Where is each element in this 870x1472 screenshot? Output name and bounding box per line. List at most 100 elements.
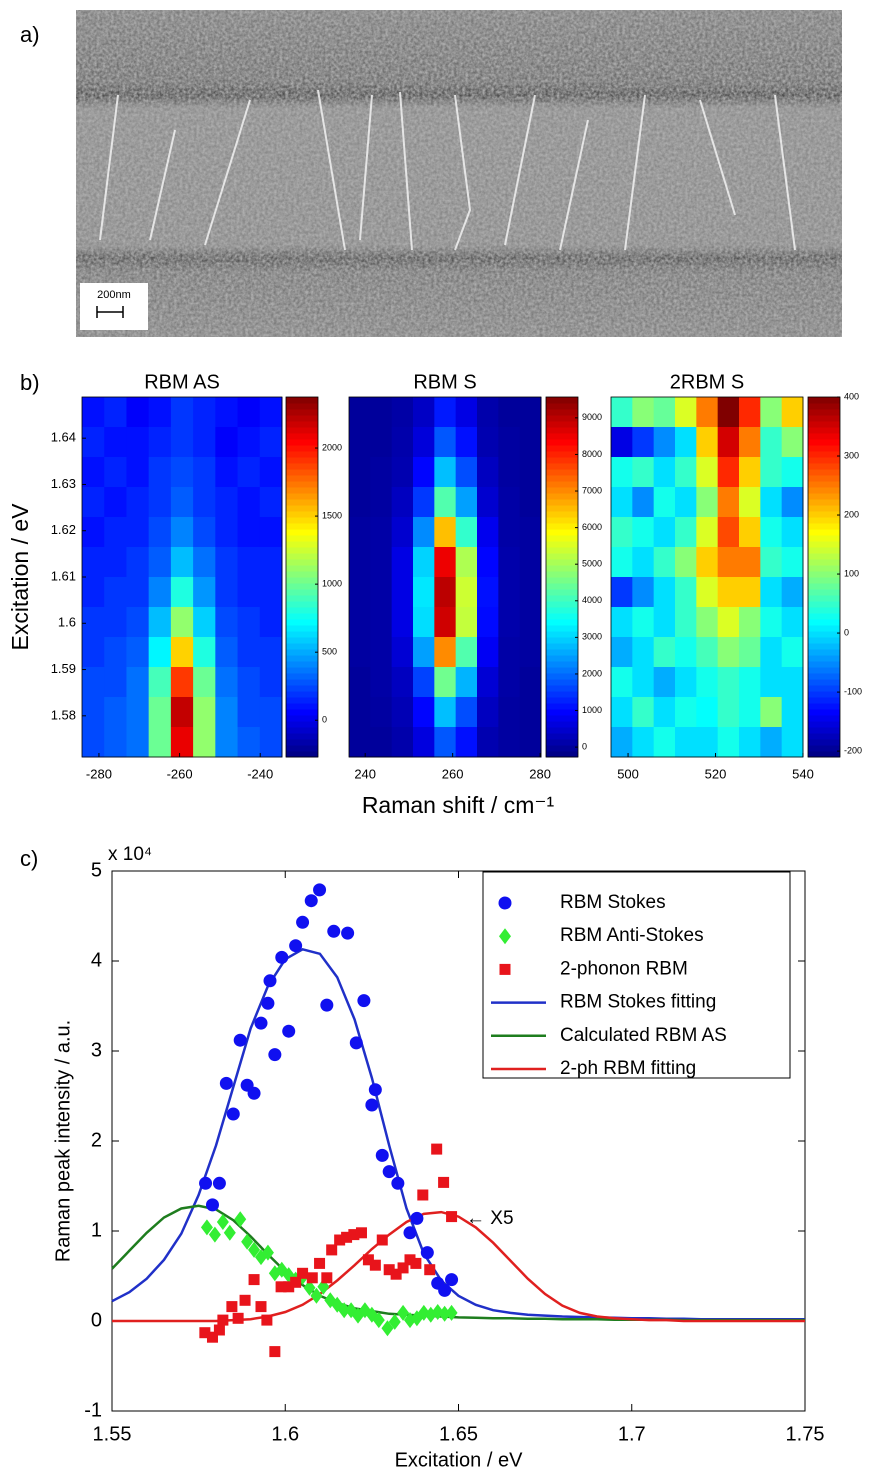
colorbar-segment (808, 673, 840, 680)
heatmap-cell (391, 487, 414, 518)
colorbar-segment (808, 553, 840, 560)
colorbar-segment (546, 409, 578, 416)
heatmap-cell (739, 727, 761, 758)
colorbar-tick-label: 1500 (322, 510, 342, 520)
heatmap-cell (717, 697, 740, 728)
colorbar-segment (808, 499, 840, 506)
colorbar-segment (546, 697, 578, 704)
legend-label: Calculated RBM AS (560, 1025, 727, 1046)
colorbar-segment (286, 517, 318, 524)
heatmap-cell (653, 637, 676, 668)
colorbar-segment (808, 577, 840, 584)
data-point (213, 1324, 225, 1336)
data-point (290, 1276, 302, 1288)
x-axis-label: Excitation / eV (395, 1449, 524, 1471)
heatmap-cell (477, 457, 499, 488)
heatmap-cell (170, 517, 194, 548)
colorbar-tick-label: 2000 (582, 668, 602, 678)
heatmap-cell (434, 697, 457, 728)
data-point (341, 926, 355, 940)
data-point (410, 1211, 424, 1225)
heatmap-cell (611, 547, 633, 578)
heatmap-cell (237, 607, 261, 638)
heatmap-cell (349, 487, 371, 518)
data-point (241, 1233, 254, 1250)
colorbar-segment (546, 565, 578, 572)
heatmap-cell (498, 397, 521, 428)
heatmap-cell (434, 517, 457, 548)
colorbar-segment (808, 451, 840, 458)
heatmap-cell (455, 547, 478, 578)
heatmap-cell (653, 547, 676, 578)
data-point (382, 1165, 396, 1179)
x-tick-label: 1.7 (618, 1423, 646, 1445)
data-point (391, 1176, 405, 1190)
colorbar-segment (286, 655, 318, 662)
colorbar-segment (286, 487, 318, 494)
heatmap-cell (349, 697, 371, 728)
heatmap-cell (259, 397, 283, 428)
colorbar-segment (286, 721, 318, 728)
colorbar-segment (286, 499, 318, 506)
heatmap-cell (760, 577, 783, 608)
legend-label: RBM Stokes (560, 892, 666, 913)
heatmap-cell (370, 397, 393, 428)
heatmap-cell (477, 697, 499, 728)
data-point (338, 1302, 351, 1319)
data-point (334, 1234, 346, 1246)
heatmap-cell (370, 607, 393, 638)
colorbar-segment (286, 709, 318, 716)
heatmap-cell (349, 517, 371, 548)
colorbar-segment (808, 745, 840, 752)
heatmap-cell (82, 517, 105, 548)
heatmap-cell (170, 397, 194, 428)
colorbar-segment (286, 715, 318, 722)
colorbar-segment (808, 583, 840, 590)
y-tick-label: 1.64 (51, 430, 76, 445)
heatmap-cell (170, 487, 194, 518)
heatmap-cell (781, 727, 804, 758)
heatmap-cell (148, 607, 172, 638)
heatmap-cell (477, 637, 499, 668)
x-tick-label: 1.65 (439, 1423, 478, 1445)
colorbar-segment (808, 481, 840, 488)
colorbar-segment (286, 697, 318, 704)
heatmap-cell (519, 397, 542, 428)
colorbar-segment (808, 649, 840, 656)
data-point (355, 1227, 367, 1239)
data-point (365, 1098, 379, 1112)
heatmap-cell (126, 427, 150, 458)
colorbar-segment (546, 463, 578, 470)
heatmap-cell (193, 487, 216, 518)
colorbar-tick-label: 300 (844, 450, 859, 460)
annotation: ← X5 (466, 1208, 514, 1229)
scale-bar-label: 200nm (97, 289, 131, 301)
heatmap-cell (237, 697, 261, 728)
heatmap-cell (519, 457, 542, 488)
heatmap-cell (170, 427, 194, 458)
heatmap-cell (82, 607, 105, 638)
colorbar-segment (808, 613, 840, 620)
data-point (368, 1083, 382, 1097)
colorbar-segment (808, 589, 840, 596)
colorbar-segment (286, 535, 318, 542)
heatmap-cell (675, 457, 697, 488)
colorbar-segment (808, 541, 840, 548)
colorbar-segment (808, 655, 840, 662)
heatmap-cell (148, 427, 172, 458)
heatmap-cell (632, 427, 655, 458)
colorbar-segment (286, 475, 318, 482)
data-point (297, 1267, 309, 1279)
heatmap-cell (413, 457, 435, 488)
colorbar-segment (546, 649, 578, 656)
colorbar-tick-label: 0 (844, 627, 849, 637)
colorbar-segment (286, 505, 318, 512)
y-tick-label: 1.59 (51, 661, 76, 676)
heatmap-cell (611, 397, 633, 428)
heatmap-cell (193, 517, 216, 548)
heatmap-cell (519, 607, 542, 638)
heatmap-cell (781, 577, 804, 608)
y-tick-label: 1.6 (58, 615, 76, 630)
colorbar-segment (286, 439, 318, 446)
